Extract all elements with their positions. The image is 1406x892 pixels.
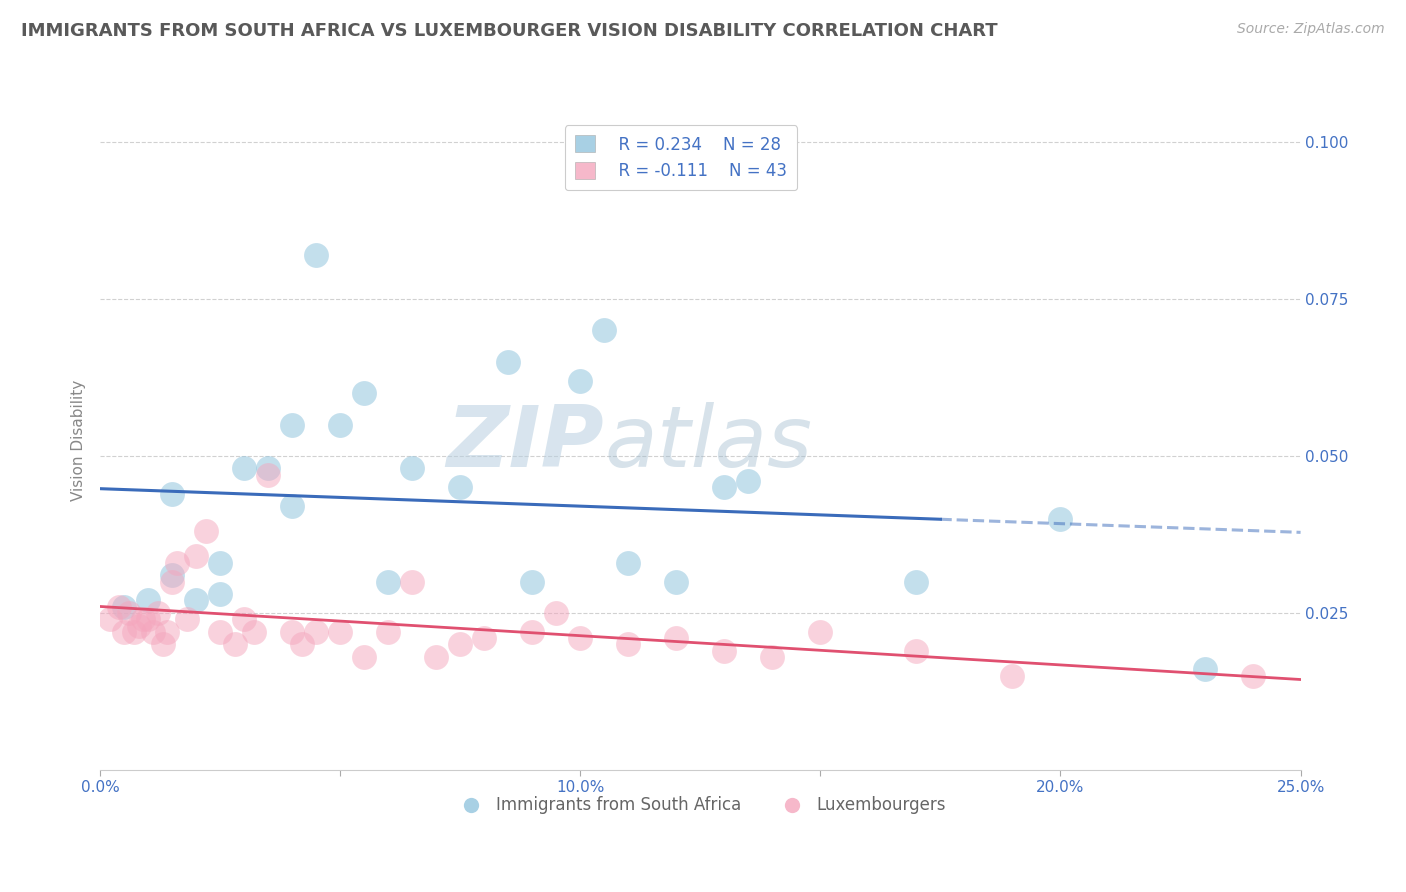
Point xyxy=(1241,669,1264,683)
Point xyxy=(905,643,928,657)
Point xyxy=(905,574,928,589)
Point xyxy=(713,643,735,657)
Point xyxy=(160,568,183,582)
Point xyxy=(305,248,328,262)
Point xyxy=(1049,512,1071,526)
Point xyxy=(425,649,447,664)
Point xyxy=(281,499,304,513)
Point xyxy=(209,556,232,570)
Legend: Immigrants from South Africa, Luxembourgers: Immigrants from South Africa, Luxembourg… xyxy=(449,789,953,821)
Text: ZIP: ZIP xyxy=(447,402,605,485)
Point xyxy=(128,618,150,632)
Point xyxy=(353,649,375,664)
Point xyxy=(522,574,544,589)
Point xyxy=(401,574,423,589)
Point xyxy=(209,587,232,601)
Point xyxy=(281,624,304,639)
Point xyxy=(449,637,471,651)
Point xyxy=(176,612,198,626)
Point xyxy=(146,606,169,620)
Point xyxy=(194,524,217,539)
Point xyxy=(401,461,423,475)
Point xyxy=(156,624,179,639)
Point xyxy=(761,649,783,664)
Point xyxy=(329,417,352,432)
Point xyxy=(136,612,159,626)
Point xyxy=(353,386,375,401)
Point xyxy=(108,599,131,614)
Point xyxy=(810,624,832,639)
Point xyxy=(305,624,328,639)
Point xyxy=(160,486,183,500)
Point xyxy=(291,637,314,651)
Point xyxy=(98,612,121,626)
Point xyxy=(132,612,155,626)
Point xyxy=(257,461,280,475)
Point xyxy=(233,612,256,626)
Point xyxy=(713,480,735,494)
Point xyxy=(160,574,183,589)
Point xyxy=(546,606,568,620)
Point xyxy=(329,624,352,639)
Point xyxy=(522,624,544,639)
Point xyxy=(224,637,246,651)
Point xyxy=(1194,663,1216,677)
Point xyxy=(472,631,495,645)
Point xyxy=(617,637,640,651)
Point xyxy=(377,624,399,639)
Point xyxy=(377,574,399,589)
Point xyxy=(186,593,208,607)
Point xyxy=(569,631,592,645)
Point xyxy=(118,606,141,620)
Point xyxy=(142,624,165,639)
Point xyxy=(209,624,232,639)
Point xyxy=(122,624,145,639)
Point xyxy=(617,556,640,570)
Point xyxy=(498,354,520,368)
Point xyxy=(257,467,280,482)
Point xyxy=(1001,669,1024,683)
Text: IMMIGRANTS FROM SOUTH AFRICA VS LUXEMBOURGER VISION DISABILITY CORRELATION CHART: IMMIGRANTS FROM SOUTH AFRICA VS LUXEMBOU… xyxy=(21,22,998,40)
Point xyxy=(152,637,174,651)
Point xyxy=(112,599,135,614)
Y-axis label: Vision Disability: Vision Disability xyxy=(72,380,86,500)
Text: Source: ZipAtlas.com: Source: ZipAtlas.com xyxy=(1237,22,1385,37)
Point xyxy=(243,624,266,639)
Text: atlas: atlas xyxy=(605,402,813,485)
Point xyxy=(593,323,616,337)
Point xyxy=(281,417,304,432)
Point xyxy=(233,461,256,475)
Point xyxy=(665,631,688,645)
Point xyxy=(136,593,159,607)
Point xyxy=(737,474,759,488)
Point xyxy=(569,374,592,388)
Point xyxy=(186,549,208,564)
Point xyxy=(665,574,688,589)
Point xyxy=(449,480,471,494)
Point xyxy=(166,556,188,570)
Point xyxy=(112,624,135,639)
